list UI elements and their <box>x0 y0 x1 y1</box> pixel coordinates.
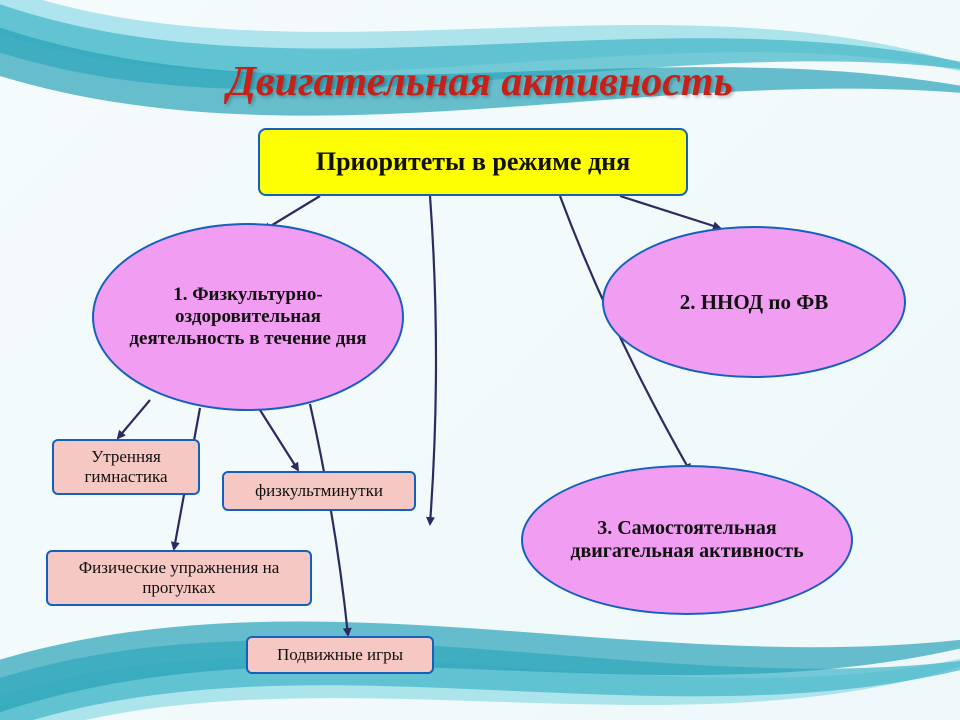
root-box-label: Приоритеты в режиме дня <box>316 147 630 177</box>
ellipse-activity-3: 3. Самостоятельная двигательная активнос… <box>521 465 853 615</box>
leaf-label: Утренняя гимнастика <box>64 447 188 487</box>
leaf-walk-exercises: Физические упражнения на прогулках <box>46 550 312 606</box>
ellipse-label: 3. Самостоятельная двигательная активнос… <box>547 517 827 563</box>
ellipse-label: 2. ННОД по ФВ <box>680 290 829 315</box>
leaf-label: Физические упражнения на прогулках <box>58 558 300 598</box>
leaf-physical-minutes: физкультминутки <box>222 471 416 511</box>
ellipse-activity-2: 2. ННОД по ФВ <box>602 226 906 378</box>
leaf-label: физкультминутки <box>255 481 383 501</box>
ellipse-activity-1: 1. Физкультурно-оздоровительная деятельн… <box>92 223 404 411</box>
slide-title: Двигательная активность <box>0 58 960 106</box>
ellipse-label: 1. Физкультурно-оздоровительная деятельн… <box>118 284 378 350</box>
leaf-label: Подвижные игры <box>277 645 403 665</box>
root-box-priorities: Приоритеты в режиме дня <box>258 128 688 196</box>
leaf-morning-gymnastics: Утренняя гимнастика <box>52 439 200 495</box>
leaf-active-games: Подвижные игры <box>246 636 434 674</box>
